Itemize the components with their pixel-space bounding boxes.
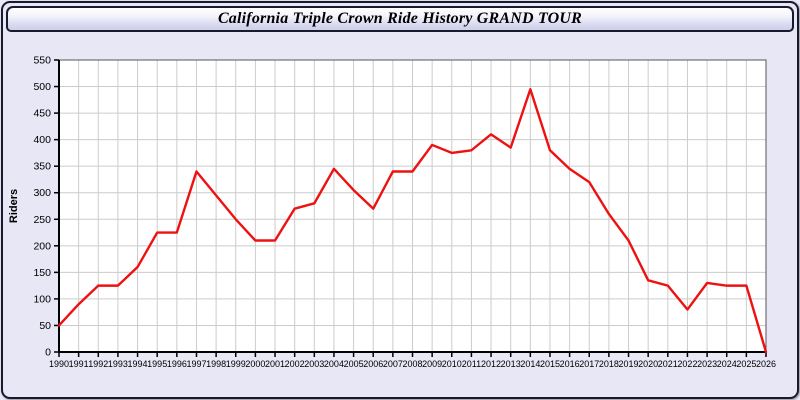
- y-tick-label: 0: [45, 347, 51, 359]
- chart-title: California Triple Crown Ride History GRA…: [217, 10, 583, 27]
- series-line-riders: [57, 88, 768, 354]
- x-tick-label: 2012: [481, 359, 501, 369]
- x-tick-label: 2022: [677, 359, 697, 369]
- x-tick-label: 1991: [69, 359, 89, 369]
- y-tick-label: 250: [33, 214, 51, 226]
- x-tick-label: 2002: [285, 359, 305, 369]
- x-tick-label: 2025: [736, 359, 756, 369]
- x-tick-label: 2008: [402, 359, 422, 369]
- x-tick-label: 2016: [560, 359, 580, 369]
- x-tick-label: 2004: [324, 359, 344, 369]
- y-tick-label: 150: [33, 267, 51, 279]
- x-tick-label: 1992: [88, 359, 108, 369]
- x-tick-label: 2015: [540, 359, 560, 369]
- x-tick-label: 2026: [756, 359, 776, 369]
- y-tick-label: 550: [33, 55, 51, 67]
- x-tick-label: 2003: [304, 359, 324, 369]
- y-tick-label: 300: [33, 187, 51, 199]
- y-axis-title: Riders: [8, 189, 20, 223]
- x-tick-label: 2011: [462, 359, 481, 369]
- x-tick-label: 2023: [697, 359, 717, 369]
- chart-panel: 0 50 100 150 200 250 300 350 400 450 500 550 1990 199…: [6, 34, 794, 394]
- y-tick-label: 500: [33, 81, 51, 93]
- x-tick-label: 1998: [206, 359, 226, 369]
- y-tick-label: 350: [33, 161, 51, 173]
- y-tick-label: 450: [33, 108, 51, 120]
- x-tick-label: 1996: [167, 359, 187, 369]
- x-tick-label: 2010: [442, 359, 462, 369]
- x-tick-label: 2000: [245, 359, 265, 369]
- x-tick-label: 2006: [363, 359, 383, 369]
- x-tick-label: 2021: [658, 359, 678, 369]
- x-tick-label: 2020: [638, 359, 658, 369]
- y-tick-label: 100: [33, 293, 51, 305]
- x-tick-label: 2005: [344, 359, 364, 369]
- y-tick-label: 50: [39, 320, 51, 332]
- x-tick-label: 2001: [265, 359, 285, 369]
- x-tick-label: 1999: [226, 359, 246, 369]
- x-tick-label: 1997: [186, 359, 206, 369]
- y-tick-label: 400: [33, 134, 51, 146]
- x-tick-label: 1993: [108, 359, 128, 369]
- x-tick-label: 2024: [717, 359, 737, 369]
- x-tick-label: 1990: [49, 359, 69, 369]
- x-tick-label: 2017: [579, 359, 599, 369]
- x-tick-label: 2019: [619, 359, 639, 369]
- x-tick-label: 1995: [147, 359, 167, 369]
- x-tick-label: 2014: [520, 359, 540, 369]
- x-tick-label: 2018: [599, 359, 619, 369]
- y-tick-label: 200: [33, 240, 51, 252]
- x-tick-label: 1994: [128, 359, 148, 369]
- x-tick-label: 2013: [501, 359, 521, 369]
- x-tick-label: 2009: [422, 359, 442, 369]
- x-tick-label: 2007: [383, 359, 403, 369]
- title-bar: California Triple Crown Ride History GRA…: [6, 6, 794, 32]
